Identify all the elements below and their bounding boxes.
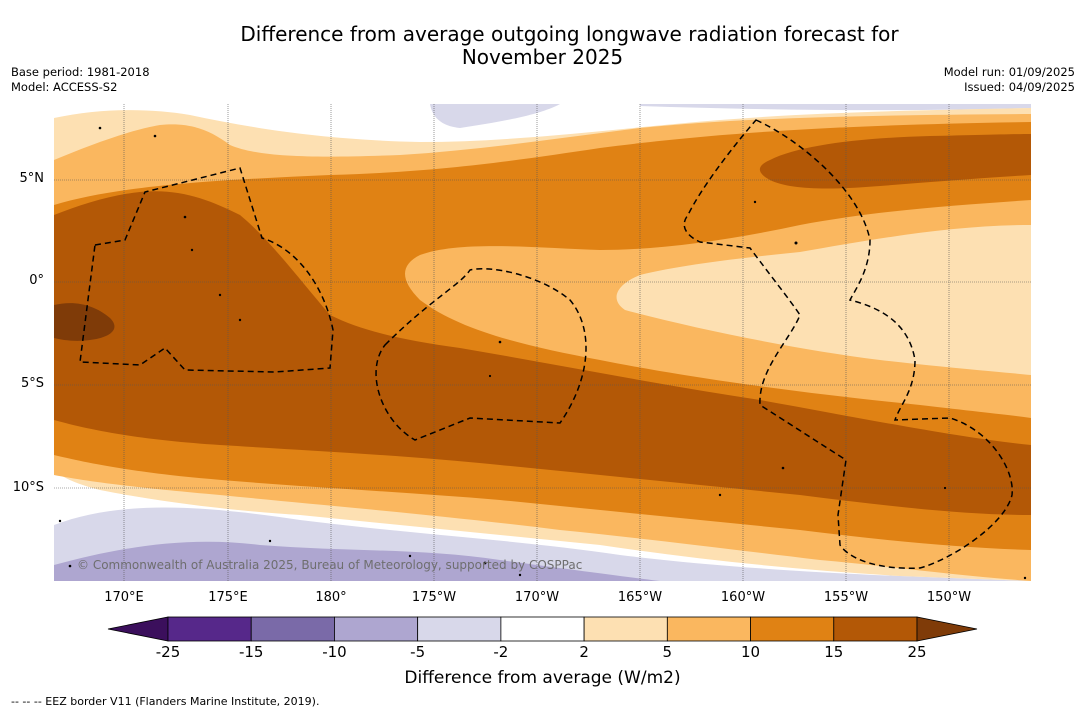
colorbar-segment: [750, 616, 835, 642]
eez-legend: -- -- -- EEZ border V11 (Flanders Marine…: [11, 695, 320, 708]
eez-kiribati-phoenix: [375, 268, 587, 441]
colorbar-segment: [666, 616, 751, 642]
colorbar-segment: [167, 616, 252, 642]
colorbar-tick-label: -5: [410, 643, 426, 661]
colorbar-tick-label: 10: [741, 643, 761, 661]
model-name: Model: ACCESS-S2: [11, 80, 118, 94]
model-run: Model run: 01/09/2025: [943, 65, 1075, 79]
colorbar-tick-label: -2: [493, 643, 509, 661]
band-dark-orange-north: [759, 134, 1031, 189]
lon-label-170e: 170°E: [104, 590, 144, 605]
map-fields: [54, 104, 1031, 581]
colorbar-tick-label: -10: [322, 643, 347, 661]
colorbar-tick-label: 15: [824, 643, 844, 661]
meta-right: Model run: 01/09/2025 Issued: 04/09/2025: [944, 65, 1075, 95]
gridlines: [54, 104, 1031, 581]
lat-label-10s: 10°S: [12, 480, 44, 495]
lon-label-165w: 165°W: [617, 590, 663, 605]
colorbar-segment: [250, 616, 335, 642]
colorbar-tick-label: -15: [238, 643, 264, 661]
chart-title-line2: November 2025: [461, 45, 624, 69]
colorbar-segment: [833, 616, 918, 642]
colorbar: [107, 616, 978, 642]
band-darkest-brown: [54, 303, 115, 341]
band-mid-purple: [54, 541, 660, 581]
colorbar-label: Difference from average (W/m2): [404, 668, 681, 688]
eez-kiribati-line: [683, 119, 1013, 569]
band-dark-orange: [54, 191, 1031, 515]
eez-borders: [79, 119, 1013, 569]
issued-date: Issued: 04/09/2025: [964, 80, 1075, 94]
base-period: Base period: 1981-2018: [11, 65, 150, 79]
colorbar-tick-label: -25: [155, 643, 181, 661]
lon-label-175w: 175°W: [411, 590, 457, 605]
chart-title-line1: Difference from average outgoing longwav…: [240, 22, 899, 46]
lon-label-150w: 150°W: [926, 590, 972, 605]
lon-label-180: 180°: [315, 590, 347, 605]
lon-label-175e: 175°E: [208, 590, 248, 605]
colorbar-segment: [500, 616, 585, 642]
colorbar-arrow-high: [916, 616, 978, 642]
lat-label-5s: 5°S: [20, 376, 44, 391]
colorbar-tick-label: 2: [579, 643, 589, 661]
band-light-purple-north: [430, 104, 560, 128]
islands: [58, 126, 1027, 580]
eez-kiribati-gilbert: [79, 167, 334, 373]
colorbar-tick-label: 5: [662, 643, 673, 661]
lon-label-160w: 160°W: [720, 590, 766, 605]
lon-label-170w: 170°W: [514, 590, 560, 605]
colorbar-segment: [417, 616, 502, 642]
colorbar-segment: [334, 616, 419, 642]
meta-left: Base period: 1981-2018 Model: ACCESS-S2: [11, 65, 150, 95]
colorbar-segment: [583, 616, 668, 642]
lat-label-0: 0°: [29, 273, 44, 288]
copyright-notice: © Commonwealth of Australia 2025, Bureau…: [77, 558, 583, 572]
lat-label-5n: 5°N: [19, 171, 45, 186]
colorbar-tick-label: 25: [907, 643, 927, 661]
colorbar-arrow-low: [107, 616, 169, 642]
lon-label-155w: 155°W: [823, 590, 869, 605]
band-light-purple-north2: [640, 104, 1031, 111]
